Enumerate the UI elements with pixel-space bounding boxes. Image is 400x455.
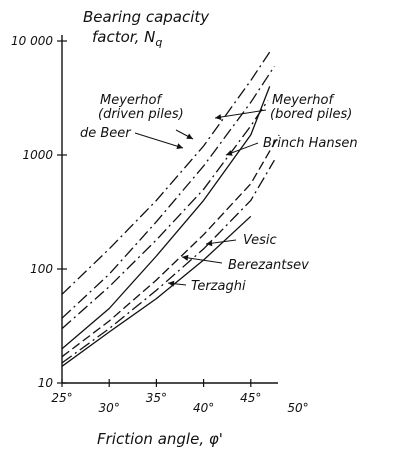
x-tick-label: 30° (99, 401, 120, 415)
series-label: Brinch Hansen (263, 136, 358, 151)
series-line (61, 100, 269, 330)
series-group (61, 51, 280, 367)
series-line (61, 86, 271, 350)
series-line (61, 134, 280, 358)
y-axis-title-main: factor, N (92, 28, 155, 46)
leader-arrowhead (168, 280, 175, 287)
series-label: Berezantsev (228, 258, 309, 273)
series-line (61, 51, 271, 295)
leader-line (181, 256, 223, 264)
annotations-group: Meyerhof(driven piles)de BeerMeyerhof(bo… (80, 93, 358, 294)
leader-arrowhead (206, 240, 213, 247)
y-tick-label: 10 000 (11, 34, 53, 48)
x-axis-title: Friction angle, φ' (97, 430, 223, 448)
x-tick-label: 50° (287, 401, 308, 415)
y-tick-label: 100 (30, 262, 53, 276)
series-line (61, 159, 275, 364)
leader-line (214, 109, 267, 119)
series-label: Meyerhof (272, 93, 335, 108)
leader-arrowhead (186, 133, 193, 139)
series-label-line2: (driven piles) (98, 107, 184, 122)
y-axis-title-line1: Bearing capacity (83, 8, 210, 26)
leader-arrowhead (176, 143, 183, 150)
series-line (61, 65, 275, 319)
x-tick-label: 45° (240, 391, 261, 405)
leader-arrowhead (226, 150, 233, 156)
series-label: Terzaghi (191, 279, 246, 294)
y-axis-title-subscript: q (155, 36, 162, 49)
leader-arrowhead (215, 114, 222, 120)
y-axis-title-line2: factor, Nq (92, 28, 162, 49)
x-tick-label: 25° (51, 391, 72, 405)
x-tick-label: 35° (146, 391, 167, 405)
series-label-line2: (bored piles) (270, 107, 352, 122)
x-tick-label: 40° (193, 401, 214, 415)
axes (61, 35, 278, 384)
leader-arrowhead (182, 254, 189, 261)
leader-line (134, 132, 184, 149)
series-label: Vesic (243, 233, 277, 248)
y-tick-label: 10 (38, 376, 54, 390)
series-line (61, 215, 252, 367)
series-label: Meyerhof (100, 93, 163, 108)
series-label: de Beer (80, 126, 132, 141)
y-tick-label: 1000 (22, 148, 53, 162)
ticks: 10 100 1000 10 000 25° 30° 35° 40° 45° 50° (11, 34, 309, 415)
